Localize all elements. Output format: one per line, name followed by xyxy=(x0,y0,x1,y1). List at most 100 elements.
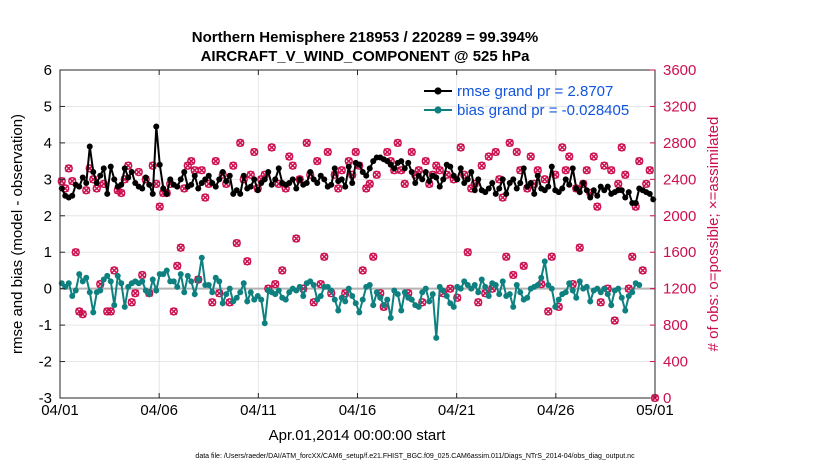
obs-assimilated-marker xyxy=(408,148,416,156)
rmse-point xyxy=(296,176,303,183)
bias-point xyxy=(394,291,401,298)
obs-assimilated-marker xyxy=(607,166,615,174)
rmse-point xyxy=(212,183,219,190)
obs-possible-marker xyxy=(365,179,374,189)
obs-assimilated-marker xyxy=(324,148,332,156)
obs-assimilated-marker xyxy=(576,243,584,252)
rmse-point xyxy=(548,163,555,170)
rmse-point xyxy=(363,172,370,179)
rmse-point xyxy=(562,176,569,183)
bias-point xyxy=(534,282,541,289)
obs-possible-marker xyxy=(302,138,311,148)
obs-possible-marker xyxy=(337,166,346,175)
y-right-tick-label: 2800 xyxy=(663,135,696,152)
bias-point xyxy=(475,289,482,296)
bias-line xyxy=(61,257,640,338)
rmse-point xyxy=(240,172,247,179)
obs-possible-marker xyxy=(621,170,630,179)
rmse-point xyxy=(531,190,538,197)
rmse-point xyxy=(167,176,174,183)
rmse-point xyxy=(149,190,156,197)
obs-assimilated-marker xyxy=(303,139,311,147)
bias-point xyxy=(499,278,506,285)
rmse-point xyxy=(468,169,475,176)
x-tick-label: 04/06 xyxy=(140,402,178,419)
bias-point xyxy=(506,291,513,298)
y-axis-left-ticks: -3 -2 -1 0 1 2 3 4 5 6 xyxy=(39,62,65,407)
rmse-point xyxy=(412,179,419,186)
bias-point xyxy=(433,334,440,341)
rmse-point xyxy=(76,183,83,190)
y-left-tick-label: 4 xyxy=(44,135,52,152)
obs-assimilated-marker xyxy=(593,202,601,211)
bias-point xyxy=(548,285,555,292)
bias-point xyxy=(65,280,72,287)
rmse-point xyxy=(566,181,573,188)
bias-point xyxy=(583,283,590,290)
obs-assimilated-marker xyxy=(250,148,258,156)
bias-point xyxy=(601,285,608,292)
obs-possible-marker xyxy=(561,166,570,175)
bias-point xyxy=(219,300,226,307)
obs-assimilated-marker xyxy=(107,307,115,316)
obs-assimilated-marker xyxy=(268,143,276,152)
obs-possible-marker xyxy=(600,161,609,170)
bias-point xyxy=(310,282,317,289)
y-right-tick-label: 0 xyxy=(663,390,671,407)
obs-assimilated-marker xyxy=(292,234,300,243)
rmse-series xyxy=(58,123,657,207)
rmse-point xyxy=(447,163,454,170)
rmse-point xyxy=(485,185,492,192)
obs-possible-marker xyxy=(295,175,304,184)
obs-possible-marker xyxy=(134,167,143,177)
obs-assimilated-marker xyxy=(338,166,346,174)
obs-possible-marker xyxy=(474,298,483,307)
rmse-point xyxy=(622,194,629,201)
obs-possible-marker xyxy=(446,284,455,293)
rmse-point xyxy=(405,159,412,166)
rmse-point xyxy=(457,165,464,172)
obs-possible-marker xyxy=(589,152,598,161)
obs-possible-marker xyxy=(155,202,164,211)
bias-point xyxy=(317,292,324,299)
obs-possible-marker xyxy=(208,298,217,307)
rmse-point xyxy=(107,163,114,170)
obs-possible-marker xyxy=(593,202,602,211)
chart-title-line1: Northern Hemisphere 218953 / 220289 = 99… xyxy=(192,29,538,46)
rmse-point xyxy=(125,174,132,181)
rmse-point xyxy=(226,172,233,179)
y-left-tick-label: 0 xyxy=(44,281,52,298)
obs-possible-marker xyxy=(456,143,465,152)
bias-point xyxy=(615,285,622,292)
obs-assimilated-marker xyxy=(233,239,241,247)
rmse-point xyxy=(569,165,576,172)
rmse-point xyxy=(345,163,352,170)
obs-possible-marker xyxy=(460,170,469,179)
rmse-point xyxy=(163,190,170,197)
rmse-point xyxy=(97,172,104,179)
obs-assimilated-marker xyxy=(79,310,87,318)
obs-possible-marker xyxy=(547,252,556,261)
obs-assimilated-marker xyxy=(383,148,391,156)
rmse-point xyxy=(534,172,541,179)
bias-point xyxy=(587,298,594,305)
bias-point xyxy=(258,296,265,303)
obs-assimilated-marker xyxy=(373,171,381,179)
rmse-point xyxy=(275,165,282,172)
obs-possible-marker xyxy=(435,166,444,175)
bias-point xyxy=(342,298,349,305)
obs-possible-marker xyxy=(551,170,560,179)
obs-possible-marker xyxy=(372,170,381,179)
rmse-point xyxy=(216,176,223,183)
rmse-point xyxy=(195,185,202,192)
rmse-point xyxy=(261,176,268,183)
bias-point xyxy=(237,289,244,296)
bias-point xyxy=(576,278,583,285)
bias-point xyxy=(566,280,573,287)
footer-note: data file: /Users/raeder/DAI/ATM_forcXX/… xyxy=(195,453,635,460)
obs-assimilated-marker xyxy=(478,161,486,170)
rmse-point xyxy=(366,165,373,172)
obs-possible-marker xyxy=(57,177,66,186)
x-tick-label: 04/26 xyxy=(537,402,575,419)
rmse-point xyxy=(268,181,275,188)
